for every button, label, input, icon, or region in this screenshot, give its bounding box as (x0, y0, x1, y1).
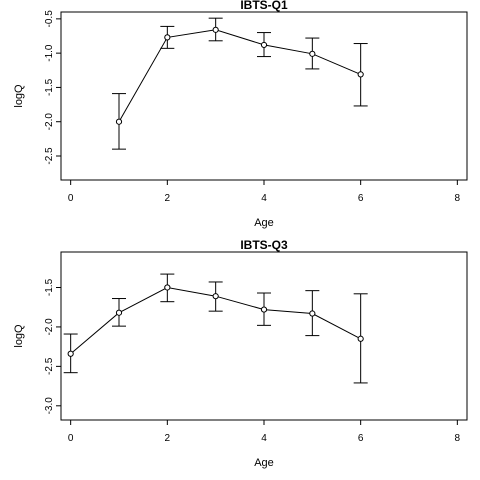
y-tick-label: -2.0 (44, 318, 55, 336)
y-axis-label: logQ (13, 324, 25, 348)
x-tick-label: 8 (455, 193, 461, 204)
chart-title: IBTS-Q3 (240, 238, 288, 252)
chart-title: IBTS-Q1 (240, 0, 288, 12)
y-tick-label: -2.5 (44, 357, 55, 375)
x-tick-label: 6 (358, 433, 364, 444)
data-point (212, 26, 219, 33)
data-point (115, 309, 123, 316)
x-tick-label: 0 (68, 193, 74, 204)
x-tick-label: 4 (261, 433, 267, 444)
x-tick-label: 2 (165, 193, 171, 204)
data-point (309, 310, 316, 317)
data-point (67, 350, 74, 357)
x-tick-label: 4 (261, 193, 267, 204)
data-point (164, 34, 171, 41)
y-tick-label: -1.5 (44, 278, 55, 296)
data-point (260, 41, 268, 49)
x-axis-label: Age (254, 457, 274, 469)
x-tick-label: 0 (68, 433, 74, 444)
data-point (115, 118, 123, 125)
y-tick-label: -1.5 (44, 78, 55, 96)
x-tick-label: 6 (358, 193, 364, 204)
data-point (260, 306, 268, 313)
data-point (212, 293, 219, 300)
y-axis-label: logQ (13, 84, 25, 108)
plot-frame (60, 251, 468, 421)
y-tick-label: -3.0 (44, 397, 55, 415)
y-tick-label: -1.0 (44, 44, 55, 62)
data-point (164, 284, 171, 291)
panel-1: IBTS-Q1 0 2 4 6 8 Age -0.5 -1.0 -1.5 -2.0 -2.5 logQ (13, 0, 468, 229)
series-line (118, 29, 361, 122)
data-point (357, 335, 364, 342)
x-tick-label: 8 (455, 433, 461, 444)
y-tick-label: -0.5 (44, 10, 55, 28)
y-tick-label: -2.0 (44, 113, 55, 131)
panel-2: IBTS-Q3 0 2 4 6 8 Age -1.5 -2.0 -2.5 -3.0 logQ (13, 238, 468, 469)
y-tick-label: -2.5 (44, 147, 55, 165)
data-point (309, 50, 316, 57)
x-tick-label: 2 (165, 433, 171, 444)
data-point (357, 71, 364, 78)
x-axis-label: Age (254, 217, 274, 229)
